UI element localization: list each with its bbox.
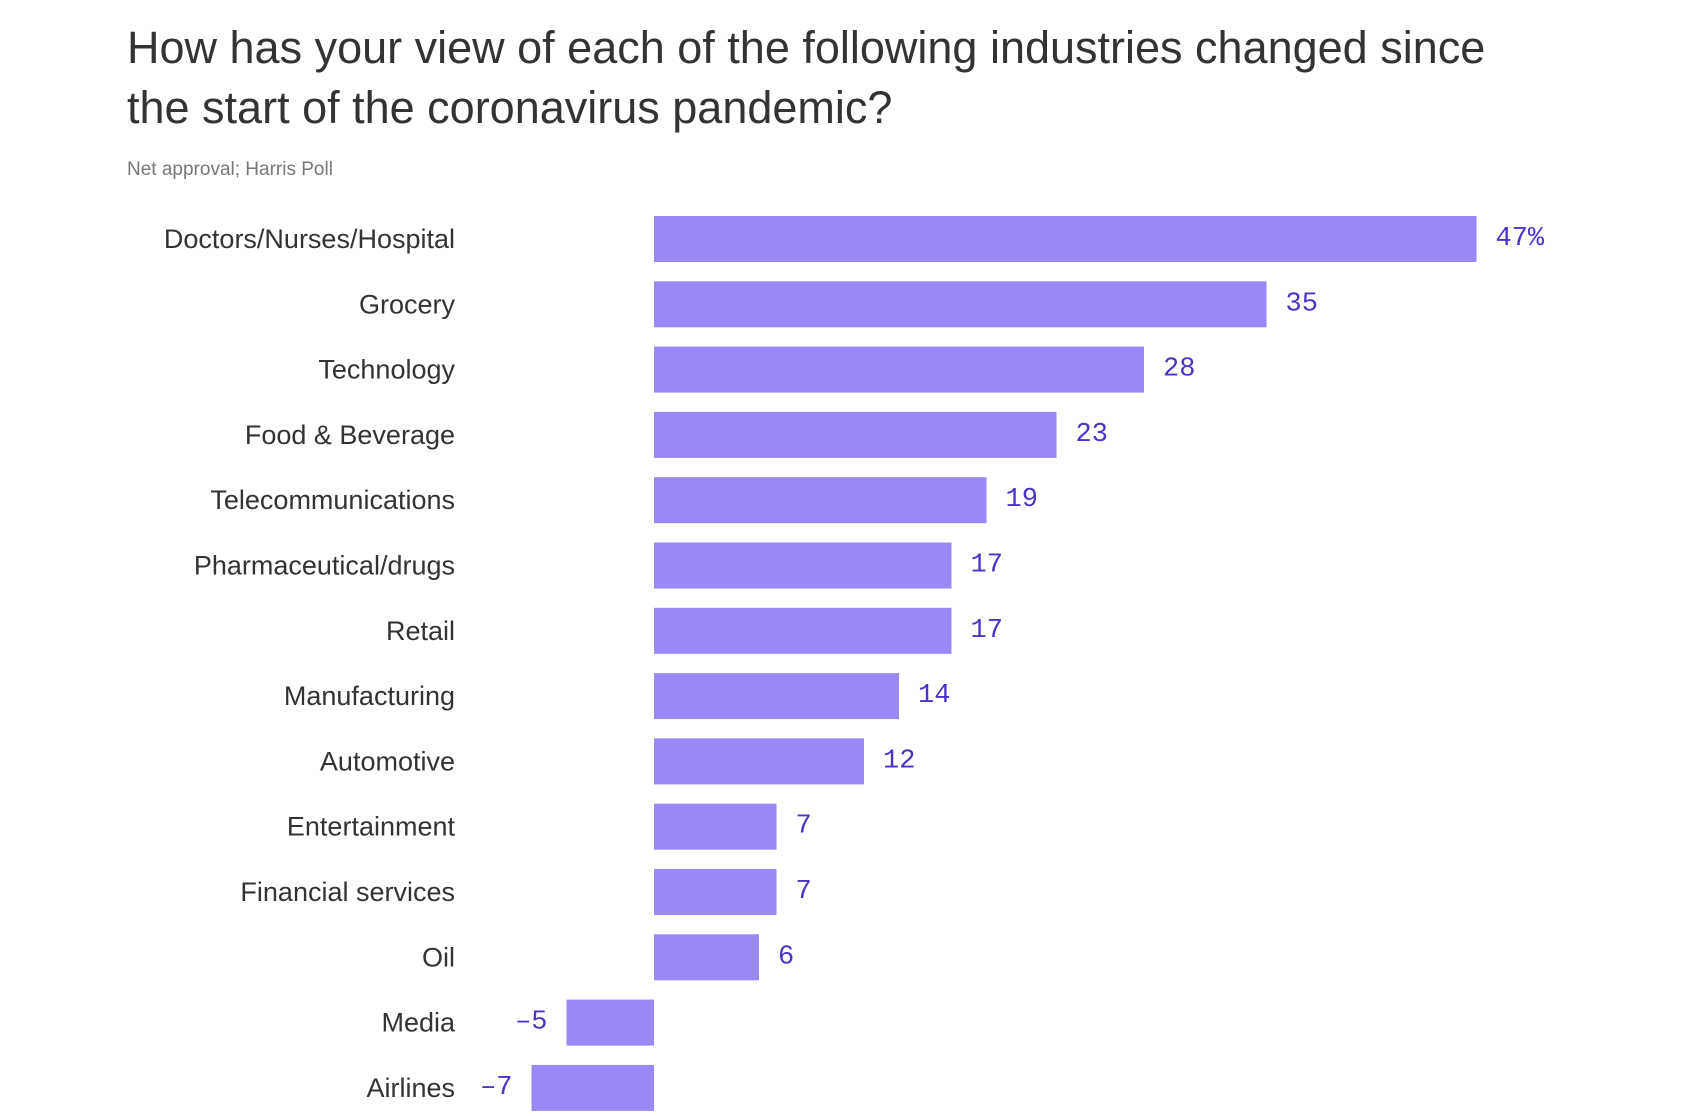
category-label-doctors-nurses-hospital: Doctors/Nurses/Hospital — [164, 224, 455, 254]
bar-entertainment — [654, 803, 777, 850]
bar-airlines — [531, 1064, 654, 1111]
value-label-airlines: –7 — [480, 1073, 512, 1103]
bars-group — [531, 216, 1477, 1111]
category-label-oil: Oil — [422, 942, 455, 972]
chart-title: How has your view of each of the followi… — [127, 22, 1486, 133]
value-label-doctors-nurses-hospital: 47% — [1496, 224, 1545, 254]
bar-food-beverage — [654, 411, 1057, 458]
category-label-grocery: Grocery — [359, 289, 456, 319]
value-label-technology: 28 — [1163, 355, 1195, 385]
value-label-food-beverage: 23 — [1076, 420, 1108, 450]
category-labels-group: Doctors/Nurses/Hospital Grocery Technology… — [164, 224, 456, 1103]
value-label-telecommunications: 19 — [1006, 485, 1038, 515]
value-label-automotive: 12 — [883, 746, 915, 776]
value-label-retail: 17 — [971, 616, 1003, 646]
category-label-food-beverage: Food & Beverage — [245, 420, 455, 450]
category-label-airlines: Airlines — [366, 1073, 455, 1103]
category-label-manufacturing: Manufacturing — [284, 681, 455, 711]
value-label-financial-services: 7 — [796, 877, 812, 907]
category-label-financial-services: Financial services — [240, 877, 455, 907]
bar-automotive — [654, 738, 864, 785]
bar-manufacturing — [654, 673, 899, 720]
bar-retail — [654, 607, 952, 654]
category-label-pharmaceutical-drugs: Pharmaceutical/drugs — [194, 551, 455, 581]
chart-subtitle: Net approval; Harris Poll — [127, 159, 333, 180]
value-label-manufacturing: 14 — [918, 681, 950, 711]
value-label-oil: 6 — [778, 942, 794, 972]
bar-grocery — [654, 281, 1267, 328]
bar-doctors-nurses-hospital — [654, 216, 1477, 262]
bar-pharmaceutical-drugs — [654, 542, 952, 589]
category-label-entertainment: Entertainment — [287, 812, 456, 842]
category-label-retail: Retail — [386, 616, 455, 646]
bar-technology — [654, 346, 1144, 393]
bar-oil — [654, 934, 759, 981]
bar-financial-services — [654, 869, 777, 915]
category-label-media: Media — [381, 1008, 456, 1038]
bar-media — [566, 999, 654, 1046]
category-label-technology: Technology — [318, 355, 455, 385]
value-label-grocery: 35 — [1286, 289, 1318, 319]
category-label-telecommunications: Telecommunications — [210, 485, 455, 515]
value-labels-group: 47% 35 28 23 19 17 17 14 12 7 7 6 –5 –7 — [480, 224, 1545, 1103]
value-label-pharmaceutical-drugs: 17 — [971, 551, 1003, 581]
bar-telecommunications — [654, 477, 987, 524]
value-label-media: –5 — [515, 1008, 547, 1038]
value-label-entertainment: 7 — [796, 812, 812, 842]
category-label-automotive: Automotive — [320, 746, 455, 776]
